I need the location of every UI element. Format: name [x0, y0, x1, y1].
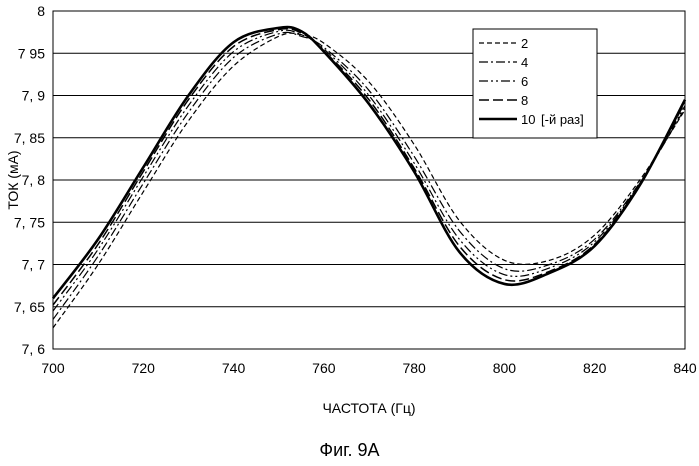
y-tick-label: 7, 6 [22, 341, 46, 357]
x-tick-label: 780 [402, 360, 426, 376]
legend-label-4: 4 [521, 55, 528, 70]
x-tick-label: 840 [673, 360, 697, 376]
x-tick-label: 800 [493, 360, 517, 376]
y-tick-label: 7, 8 [22, 172, 46, 188]
series-layer [51, 25, 687, 329]
series-line-10 [51, 25, 687, 300]
y-axis-ticks: 7, 6 7, 65 7, 7 7, 75 7, 8 7, 85 7, 9 7 95 8 [14, 3, 45, 357]
y-tick-label: 7 95 [18, 45, 45, 61]
legend-box [472, 28, 598, 139]
x-tick-label: 740 [222, 360, 246, 376]
x-axis-ticks: 700 720 740 760 780 800 820 840 [41, 360, 697, 376]
figure-caption: Фиг. 9A [319, 440, 380, 460]
series-line-8 [52, 27, 686, 306]
legend-label-8: 8 [521, 93, 528, 108]
legend-label-6: 6 [521, 74, 528, 89]
y-tick-label: 7, 65 [14, 299, 45, 315]
y-tick-label: 8 [37, 3, 45, 19]
x-axis-label: ЧАСТОТА (Гц) [322, 400, 415, 416]
y-tick-label: 7, 75 [14, 214, 45, 230]
x-tick-label: 720 [132, 360, 156, 376]
legend-label-10: 10 [521, 112, 535, 127]
y-tick-label: 7, 85 [14, 130, 45, 146]
line-chart: 700 720 740 760 780 800 820 840 7, 67, 657, 77,… [5, 3, 697, 416]
legend: 2 4 6 8 10 [-й раз] [472, 28, 598, 139]
x-tick-label: 760 [312, 360, 336, 376]
plot-frame [52, 10, 686, 350]
legend-suffix: [-й раз] [541, 112, 584, 127]
x-tick-label: 820 [583, 360, 607, 376]
x-tick-label: 700 [41, 360, 65, 376]
y-axis-label: ТОК (мА) [5, 150, 21, 209]
legend-label-2: 2 [521, 36, 528, 51]
y-tick-label: 7, 7 [22, 257, 46, 273]
y-tick-label: 7, 9 [22, 88, 46, 104]
series-line-4 [52, 31, 686, 320]
